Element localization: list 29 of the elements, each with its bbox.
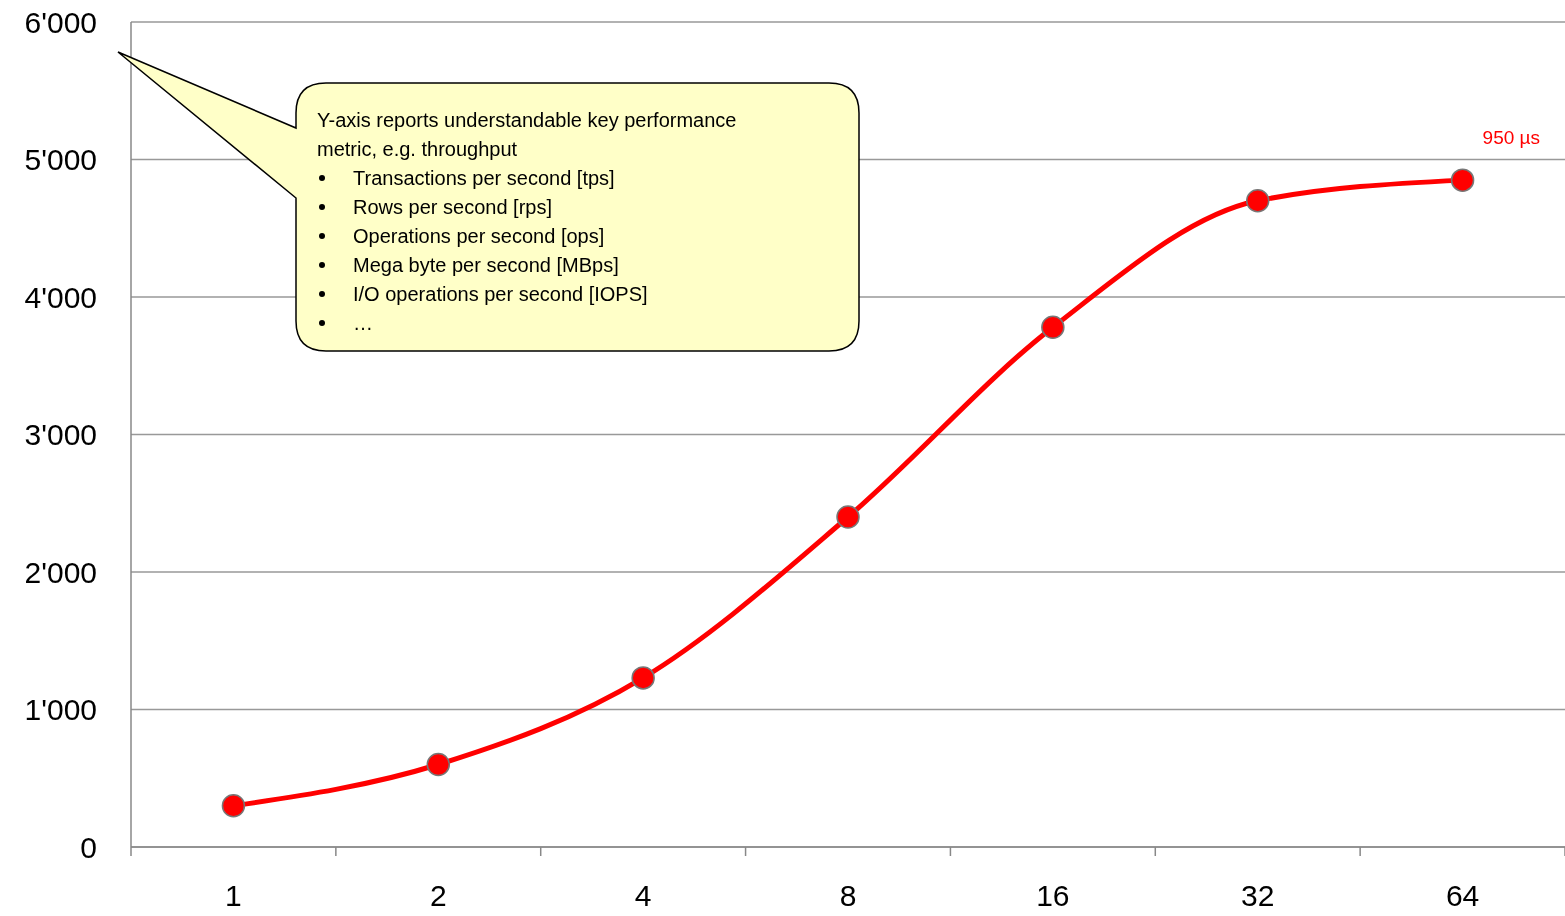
point (836, 505, 860, 529)
y-tick-label: 6'000 (24, 5, 97, 39)
y-tick-label: 5'000 (24, 143, 97, 176)
point (1041, 315, 1065, 339)
y-tick-label: 2'000 (24, 555, 97, 589)
y-tick-label: 4'000 (24, 280, 97, 314)
x-tick-label: 8 (839, 879, 857, 912)
annotation: Y-axis reports understandable key performance metric, e.g. throughput (317, 109, 737, 160)
y-tick-label: 1'000 (24, 693, 97, 726)
x-tick-label: 2 (429, 879, 447, 912)
point (221, 794, 246, 818)
point (1245, 189, 1270, 213)
x-tick-label: 16 (1036, 879, 1070, 912)
annotation: Mega byte per second [MBps] (353, 254, 619, 276)
x-tick-label: 64 (1445, 879, 1480, 912)
point (631, 666, 655, 690)
point (1450, 168, 1475, 192)
y-tick-label: 0 (80, 830, 97, 864)
annotation: I/O operations per second [IOPS] (353, 283, 648, 305)
annotation: 950 µs (1482, 127, 1541, 149)
point (426, 752, 451, 777)
annotation: Operations per second [ops] (353, 225, 605, 247)
x-tick-label: 1 (225, 879, 242, 912)
annotation: … (353, 312, 373, 334)
x-tick-label: 32 (1241, 879, 1275, 912)
annotation: Rows per second [rps] (353, 196, 552, 218)
annotation: Transactions per second [tps] (353, 167, 615, 189)
y-tick-label: 3'000 (24, 418, 97, 451)
x-tick-label: 4 (634, 879, 652, 912)
